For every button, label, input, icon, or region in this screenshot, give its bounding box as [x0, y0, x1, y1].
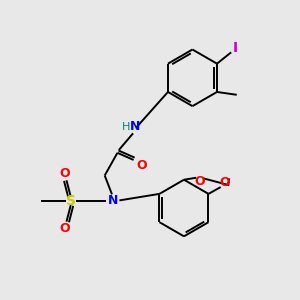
Text: N: N	[108, 194, 119, 208]
Text: I: I	[233, 41, 238, 55]
Text: N: N	[130, 120, 140, 133]
Text: O: O	[195, 175, 206, 188]
Text: O: O	[137, 159, 147, 172]
Text: O: O	[59, 167, 70, 180]
Text: O: O	[219, 176, 230, 189]
Text: S: S	[66, 194, 76, 208]
Text: O: O	[59, 222, 70, 235]
Text: H: H	[122, 122, 130, 132]
